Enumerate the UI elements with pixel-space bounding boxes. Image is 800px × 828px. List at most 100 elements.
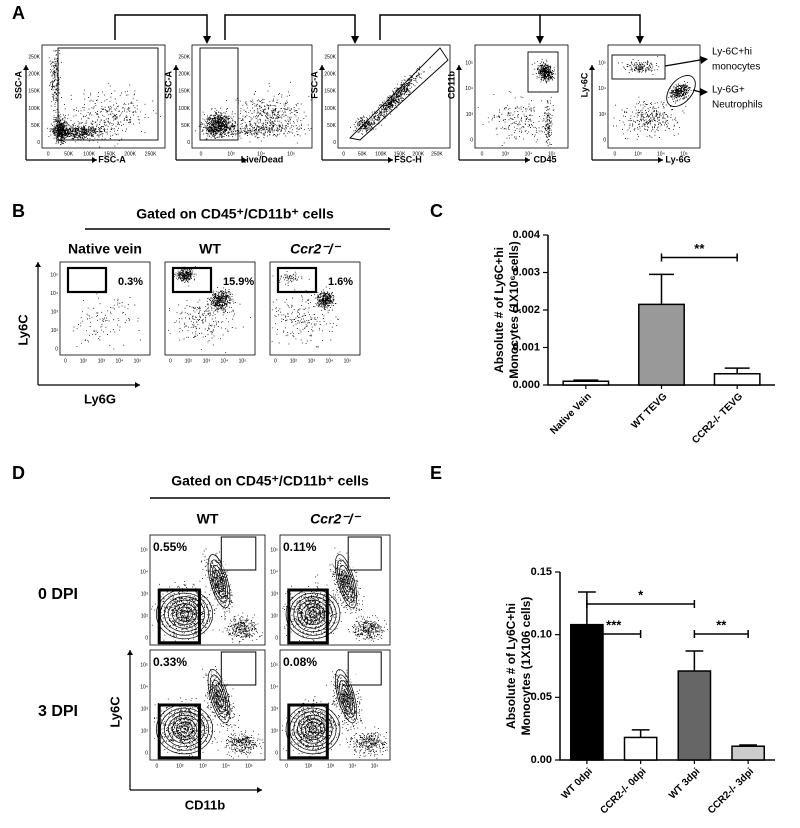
x-tick-label: 10⁵	[371, 763, 379, 769]
gate-percentage: 0.33%	[153, 655, 187, 669]
event-dots	[71, 282, 141, 350]
plot-frame	[607, 44, 701, 149]
plot-frame	[279, 649, 391, 761]
x-tick-label: 10⁵	[548, 151, 556, 157]
contour	[209, 559, 229, 603]
contour	[155, 704, 214, 755]
x-tick-label: WT TEVG	[629, 391, 669, 431]
y-tick-label: 0	[37, 140, 40, 146]
x-tick-label: WT 3dpi	[667, 766, 702, 801]
gate	[171, 266, 213, 294]
gate-percentage: 0.3%	[118, 276, 143, 288]
x-tick-label: 10³	[199, 763, 207, 769]
y-tick-label: 10³	[51, 310, 59, 316]
population-label: Ly-6G+	[712, 85, 745, 96]
arrowhead	[700, 56, 708, 96]
group-label: WT	[197, 511, 219, 527]
x-tick-label: 10⁵	[245, 763, 253, 769]
x-axis-label: CD11b	[185, 797, 226, 812]
gate	[66, 266, 108, 294]
x-tick-label: 0	[274, 358, 277, 364]
panel-letter: E	[430, 463, 442, 483]
contour	[212, 564, 226, 598]
x-tick-label: 10²	[176, 763, 184, 769]
contour	[301, 718, 325, 741]
gate-percentage: 0.11%	[283, 540, 317, 554]
x-axis-label: FSC-H	[394, 154, 422, 164]
x-tick-label: 100K	[83, 151, 95, 157]
y-tick-label: 100K	[28, 106, 40, 112]
x-tick-label: 0	[156, 763, 159, 769]
plot-frame	[279, 534, 391, 646]
contour	[308, 725, 318, 734]
y-tick-label: 10⁵	[140, 663, 148, 669]
x-tick-label: 10⁴	[326, 358, 334, 364]
group-label: Native vein	[68, 241, 142, 257]
gate	[611, 54, 666, 80]
gate	[276, 266, 318, 294]
y-tick-label: 10³	[141, 592, 149, 598]
x-tick-label: CCR2-/- TEVG	[690, 391, 745, 446]
x-axis-label: FSC-A	[98, 154, 126, 164]
bar	[570, 623, 604, 761]
contour	[334, 554, 358, 609]
y-axis-label: Monocytes (1X106 cells)	[519, 597, 533, 736]
thick-gate	[157, 703, 201, 760]
y-tick-label: 10²	[271, 614, 279, 620]
contour	[160, 707, 210, 751]
x-tick-label: 0	[285, 763, 288, 769]
y-tick-label: 10⁴	[140, 570, 148, 576]
contour	[337, 674, 355, 718]
contour	[212, 679, 226, 713]
plot-frame	[269, 261, 361, 356]
contour	[304, 606, 322, 622]
axis-arrow	[591, 65, 663, 161]
y-tick-label: 0	[275, 636, 278, 642]
contour	[308, 610, 318, 619]
gate	[527, 51, 559, 93]
bracket-arrowheads	[203, 36, 644, 44]
y-tick-label: 10⁴	[270, 685, 278, 691]
contour	[301, 603, 325, 626]
x-tick-label: 0	[342, 151, 345, 157]
y-tick-label: 10⁵	[50, 272, 58, 278]
gate	[349, 47, 449, 141]
y-tick-label: 0.05	[531, 691, 552, 703]
y-tick-label: 100K	[178, 106, 190, 112]
error-bar	[578, 591, 596, 625]
x-tick-label: Native Vein	[548, 391, 594, 437]
y-tick-label: 0.00	[531, 754, 552, 766]
x-tick-label: 0	[200, 151, 203, 157]
contour	[155, 589, 214, 640]
panel-letter: C	[430, 201, 443, 221]
x-tick-label: 0	[481, 151, 484, 157]
plot-frame	[474, 44, 569, 149]
x-tick-label: 250K	[431, 151, 443, 157]
y-tick-label: 10⁴	[465, 86, 473, 92]
axis-arrow	[129, 650, 262, 791]
x-tick-label: 0	[64, 358, 67, 364]
contour	[172, 603, 197, 626]
x-tick-label: 10³	[98, 358, 106, 364]
bar	[623, 736, 658, 761]
significance-label: *	[638, 587, 644, 602]
gate-percentage: 0.55%	[153, 540, 187, 554]
y-tick-label: 10²	[51, 328, 59, 334]
x-tick-label: 10⁵	[287, 151, 295, 157]
significance-bracket	[693, 630, 749, 639]
x-tick-label: 10⁵	[680, 151, 688, 157]
y-tick-label: 10⁵	[270, 663, 278, 669]
x-tick-label: 10³	[502, 151, 510, 157]
x-tick-label: 10⁴	[221, 358, 229, 364]
significance-label: ***	[606, 617, 622, 632]
y-axis-label: Absolute # of Ly6C+hi	[504, 603, 518, 729]
error-bar	[685, 650, 704, 672]
y-tick-label: 0.10	[531, 629, 552, 641]
y-tick-label: 0	[187, 140, 190, 146]
y-tick-label: 10²	[141, 729, 149, 735]
bar	[713, 373, 761, 386]
contour	[334, 669, 358, 724]
axis-arrow	[175, 65, 247, 161]
thick-gate	[287, 703, 329, 760]
